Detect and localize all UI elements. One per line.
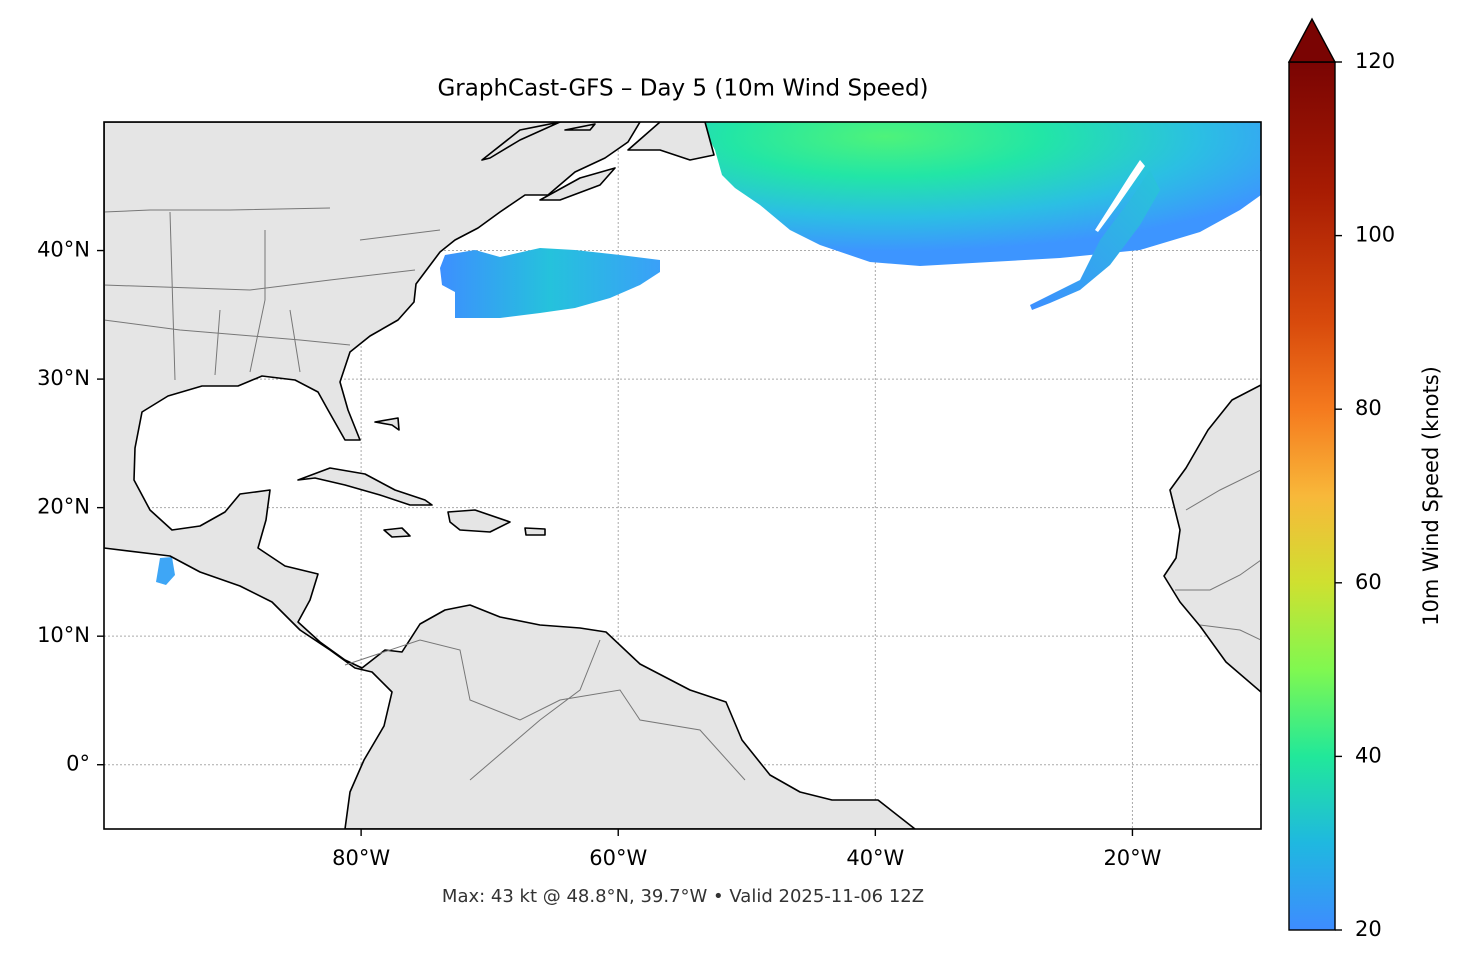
x-tick-label: 40°W [846,846,904,870]
colorbar-tick-label: 40 [1355,743,1382,767]
x-tick-label: 60°W [589,846,647,870]
colorbar-tick-label: 60 [1355,570,1382,594]
plot-frame [103,121,1262,830]
land [104,122,916,829]
wind-swath [1030,170,1160,310]
colorbar-tick-label: 120 [1355,49,1395,73]
colorbar-tick-label: 20 [1355,917,1382,941]
island [374,417,400,431]
wind-swath [156,557,175,585]
wind-swath [440,248,660,318]
island [383,527,411,538]
footer: Max: 43 kt @ 48.8°N, 39.7°W • Valid 2025… [442,886,924,907]
wind-swath [1095,160,1145,232]
colorbar [1288,61,1336,931]
island [564,123,596,131]
y-tick-label: 10°N [37,623,90,647]
colorbar-tick-label: 100 [1355,223,1395,247]
y-tick-label: 20°N [37,495,90,519]
island [627,122,715,161]
x-tick-label: 80°W [332,846,390,870]
colorbar-extend [1287,17,1337,63]
island [481,122,561,161]
title: GraphCast-GFS – Day 5 (10m Wind Speed) [437,76,928,102]
colorbar-label: 10m Wind Speed (knots) [1419,366,1443,626]
land [1163,384,1261,693]
island [524,527,546,536]
island [447,509,511,533]
border [104,207,1261,781]
y-tick-label: 0° [66,752,90,776]
y-tick-label: 30°N [37,366,90,390]
x-tick-label: 20°W [1103,846,1161,870]
island [297,467,433,506]
map-area [104,122,1261,829]
y-tick-label: 40°N [37,238,90,262]
colorbar-tick-label: 80 [1355,396,1382,420]
island [539,167,616,201]
